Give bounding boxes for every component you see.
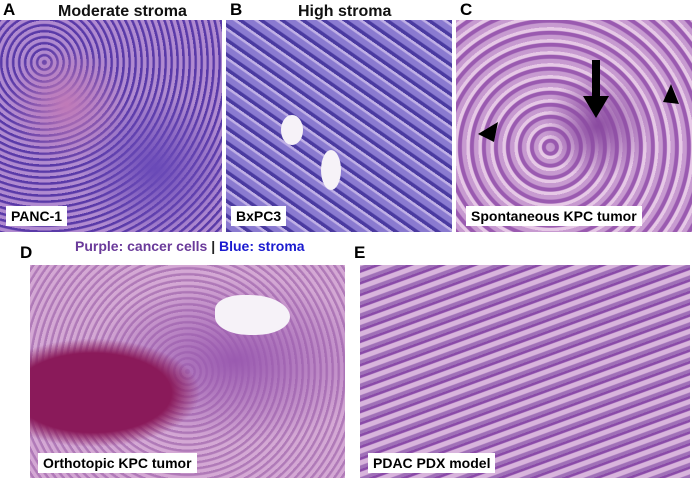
caption-a: PANC-1 — [6, 206, 68, 226]
panel-e-image — [360, 265, 690, 478]
panel-label-e: E — [354, 243, 366, 262]
legend-separator: | — [211, 238, 216, 254]
panel-b-image — [226, 20, 452, 232]
panel-c-image — [456, 20, 692, 232]
panel-label-d: D — [20, 243, 33, 262]
panel-a-image — [0, 20, 222, 232]
caption-b: BxPC3 — [231, 206, 287, 226]
panel-title-b: High stroma — [298, 3, 392, 20]
legend-blue: Blue: stroma — [219, 238, 305, 254]
arrowhead-icon — [478, 122, 498, 142]
panel-label-c: C — [460, 0, 473, 19]
caption-c: Spontaneous KPC tumor — [466, 206, 642, 226]
panel-label-b: B — [230, 0, 243, 19]
panel-label-a: A — [3, 0, 16, 19]
legend-purple: Purple: cancer cells — [75, 238, 208, 254]
arrowhead-icon — [663, 84, 679, 104]
panel-d-image — [30, 265, 345, 478]
panel-title-a: Moderate stroma — [58, 3, 187, 20]
stain-legend: Purple: cancer cells | Blue: stroma — [75, 238, 305, 254]
arrow-icon — [583, 60, 609, 118]
caption-d: Orthotopic KPC tumor — [38, 453, 197, 473]
caption-e: PDAC PDX model — [368, 453, 496, 473]
